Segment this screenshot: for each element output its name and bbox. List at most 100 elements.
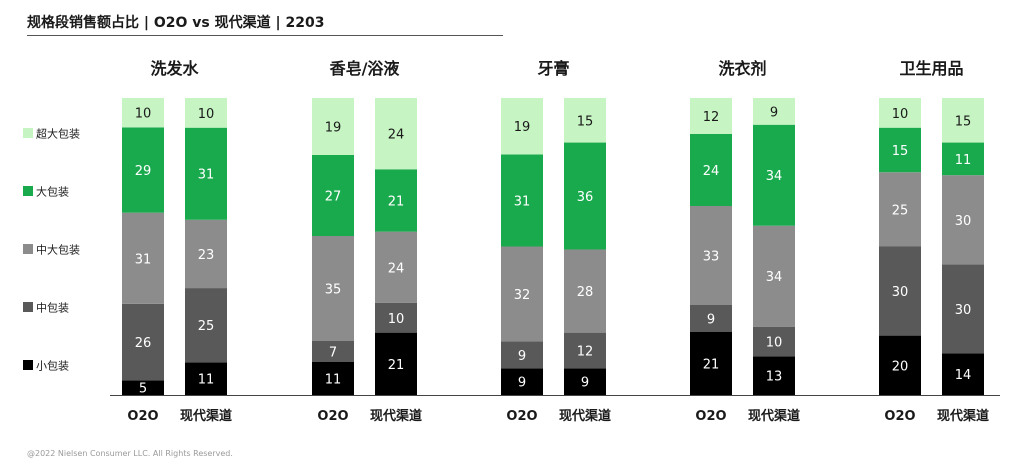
legend-label: 中大包装 (36, 243, 80, 257)
group-title: 香皂/浴液 (329, 59, 401, 78)
data-label: 21 (388, 358, 405, 373)
data-label: 14 (955, 368, 972, 383)
data-label: 30 (955, 303, 972, 318)
group-title: 洗衣剂 (718, 59, 766, 78)
data-label: 20 (892, 359, 909, 374)
bar-segment (879, 246, 921, 336)
bar-segment (185, 288, 227, 363)
legend-swatch (23, 128, 33, 138)
bar-segment (879, 127, 921, 173)
data-label: 9 (581, 376, 589, 391)
bar-segment (185, 362, 227, 395)
data-label: 25 (892, 203, 909, 218)
bar-segment (375, 169, 417, 232)
bar-segment (122, 380, 164, 395)
data-label: 12 (577, 344, 594, 359)
bar-segment (501, 341, 543, 369)
bar-segment (501, 98, 543, 155)
data-label: 11 (325, 373, 342, 388)
bar-segment (185, 127, 227, 220)
data-label: 12 (703, 110, 720, 125)
bar-segment (564, 368, 606, 395)
x-tick-label: 现代渠道 (748, 408, 800, 424)
bar-segment (564, 98, 606, 143)
data-label: 10 (388, 312, 405, 327)
legend-label: 小包装 (36, 360, 69, 373)
data-label: 15 (955, 114, 972, 129)
bar-segment (690, 134, 732, 206)
data-label: 5 (139, 382, 147, 397)
legend-swatch (23, 186, 33, 196)
bar-segment (312, 362, 354, 395)
data-label: 34 (766, 270, 783, 285)
data-label: 30 (955, 214, 972, 229)
bar-segment (122, 303, 164, 381)
data-label: 23 (198, 248, 215, 263)
data-label: 30 (892, 285, 909, 300)
x-tick-label: 现代渠道 (370, 408, 422, 424)
data-label: 21 (388, 194, 405, 209)
bar-segment (375, 302, 417, 333)
bar-segment (312, 155, 354, 236)
x-tick-label: O2O (506, 409, 537, 424)
bar-segment (690, 98, 732, 134)
bar-segment (753, 124, 795, 226)
bar-segment (312, 236, 354, 341)
data-label: 31 (514, 194, 531, 209)
bar-segment (312, 98, 354, 155)
data-label: 24 (703, 164, 720, 179)
legend-label: 中包装 (36, 302, 69, 315)
data-label: 10 (766, 336, 783, 351)
bar-segment (942, 175, 984, 265)
data-label: 33 (703, 250, 720, 265)
x-tick-label: O2O (127, 409, 158, 424)
legend-label: 大包装 (36, 185, 69, 199)
data-label: 25 (198, 319, 215, 334)
bar-segment (312, 341, 354, 362)
bar-segment (879, 335, 921, 395)
data-label: 28 (577, 285, 594, 300)
data-label: 34 (766, 169, 783, 184)
bar-segment (501, 154, 543, 247)
data-label: 31 (198, 168, 215, 183)
data-label: 31 (135, 252, 152, 267)
bar-segment (564, 249, 606, 333)
bar-segment (879, 98, 921, 128)
data-label: 9 (518, 349, 526, 364)
data-label: 24 (388, 128, 405, 143)
data-label: 24 (388, 261, 405, 276)
bar-segment (185, 98, 227, 128)
x-tick-label: O2O (884, 409, 915, 424)
data-label: 27 (325, 190, 342, 205)
bar-segment (690, 332, 732, 395)
bar-segment (942, 264, 984, 354)
copyright-notice: @2022 Nielsen Consumer LLC. All Rights R… (27, 449, 233, 458)
data-label: 11 (955, 153, 972, 168)
data-label: 11 (198, 373, 215, 388)
bar-segment (753, 98, 795, 125)
data-label: 10 (198, 107, 215, 122)
data-label: 19 (514, 120, 531, 135)
group-title: 洗发水 (150, 59, 199, 78)
data-label: 29 (135, 164, 152, 179)
data-label: 36 (577, 190, 594, 205)
data-label: 21 (703, 358, 720, 373)
bar-segment (501, 246, 543, 342)
data-label: 10 (135, 107, 152, 122)
bar-segment (375, 98, 417, 170)
data-label: 32 (514, 288, 531, 303)
data-label: 35 (325, 283, 342, 298)
bar-segment (564, 142, 606, 250)
x-tick-label: O2O (317, 409, 348, 424)
group-title: 牙膏 (537, 59, 569, 78)
x-tick-label: 现代渠道 (180, 408, 232, 424)
bar-segment (501, 368, 543, 395)
bar-segment (375, 332, 417, 395)
data-label: 9 (518, 376, 526, 391)
bar-segment (753, 356, 795, 395)
legend-swatch (23, 360, 33, 370)
bar-segment (753, 326, 795, 357)
bar-segment (690, 305, 732, 332)
legend-swatch (23, 244, 33, 254)
